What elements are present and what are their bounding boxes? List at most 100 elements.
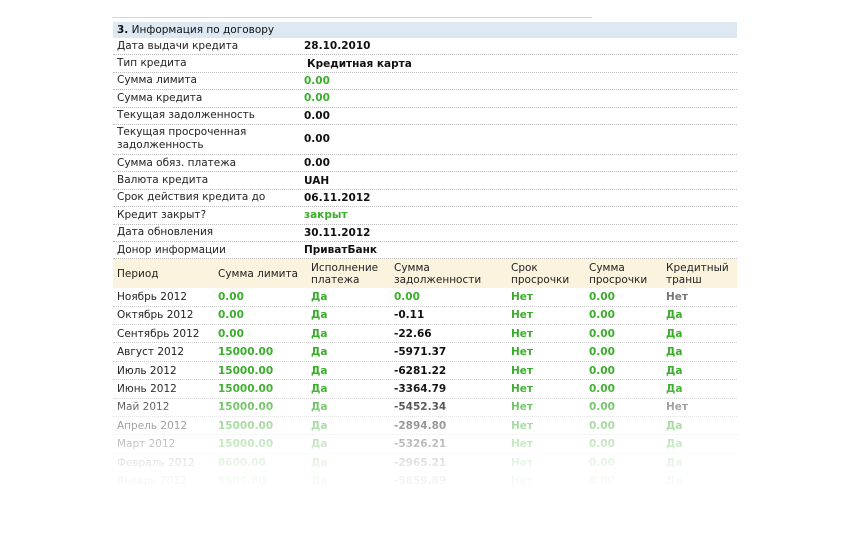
header-limit: Сумма лимита [218,267,298,280]
period-cell: Апрель 2012 [117,419,188,432]
payment-cell: Да [311,474,328,487]
limit-cell: 15000.00 [218,419,274,432]
limit-cell: 15000.00 [218,364,274,377]
period-cell: Январь 2012 [117,474,187,487]
info-label: Текущая задолженность [117,109,255,122]
overdue-sum-cell: 0.00 [589,419,615,432]
tranche-cell: Да [666,382,683,395]
period-cell: Июль 2012 [117,364,177,377]
table-row: Октябрь 2012 0.00 Да -0.11 Нет 0.00 Да [113,307,737,326]
header-tranche: Кредитный транш [666,261,729,286]
info-list: Дата выдачи кредита 28.10.2010 Тип кредита… [113,38,737,260]
table-row: Май 2012 15000.00 Да -5452.34 Нет 0.00 Нет [113,399,737,418]
payment-cell: Да [311,438,328,451]
info-value: закрыт [304,209,348,222]
tranche-cell: Да [666,456,683,469]
info-label: Донор информации [117,243,226,256]
header-payment: Исполнение платежа [311,261,379,286]
limit-cell: 15000.00 [218,382,274,395]
tranche-cell: Да [666,346,683,359]
period-rows: Ноябрь 2012 0.00 Да 0.00 Нет 0.00 Нет Октябрь 2… [113,288,737,491]
period-cell: Август 2012 [117,346,185,359]
info-value: UAH [304,174,330,187]
debt-cell: -5859.89 [394,474,447,487]
info-value: 0.00 [304,109,330,122]
overdue-term-cell: Нет [511,419,533,432]
overdue-sum-cell: 0.00 [589,401,615,414]
table-row: Ноябрь 2012 0.00 Да 0.00 Нет 0.00 Нет [113,288,737,307]
limit-cell: 15000.00 [218,438,274,451]
debt-cell: -5326.21 [394,438,447,451]
overdue-sum-cell: 0.00 [589,309,615,322]
info-value: Кредитная карта [307,57,412,70]
info-row: Сумма обяз. платежа 0.00 [113,155,737,173]
overdue-term-cell: Нет [511,364,533,377]
payment-cell: Да [311,327,328,340]
limit-cell: 0.00 [218,290,244,303]
info-row: Донор информации ПриватБанк [113,242,737,260]
overdue-sum-cell: 0.00 [589,364,615,377]
debt-cell: -0.11 [394,309,425,322]
limit-cell: 8600.00 [218,456,266,469]
limit-cell: 15000.00 [218,346,274,359]
tranche-cell: Нет [666,290,688,303]
limit-cell: 8600.00 [218,474,266,487]
payment-cell: Да [311,346,328,359]
period-cell: Октябрь 2012 [117,309,194,322]
limit-cell: 15000.00 [218,401,274,414]
tranche-cell: Да [666,309,683,322]
overdue-sum-cell: 0.00 [589,327,615,340]
payment-cell: Да [311,290,328,303]
info-value: 06.11.2012 [304,191,371,204]
section-number: 3. [117,24,129,36]
info-value: 0.00 [304,157,330,170]
tranche-cell: Да [666,364,683,377]
info-label: Текущая просроченная задолженность [117,126,247,152]
info-row: Срок действия кредита до 06.11.2012 [113,190,737,208]
payment-cell: Да [311,364,328,377]
debt-cell: 0.00 [394,290,420,303]
overdue-sum-cell: 0.00 [589,346,615,359]
table-row: Август 2012 15000.00 Да -5971.37 Нет 0.00 Да [113,343,737,362]
overdue-term-cell: Нет [511,290,533,303]
table-row: Сентябрь 2012 0.00 Да -22.66 Нет 0.00 Да [113,325,737,344]
info-row: Дата обновления 30.11.2012 [113,225,737,242]
info-value: 0.00 [304,133,330,146]
overdue-sum-cell: 0.00 [589,456,615,469]
info-row: Текущая задолженность 0.00 [113,108,737,125]
overdue-sum-cell: 0.00 [589,382,615,395]
header-debt: Сумма задолженности [394,261,482,286]
period-cell: Июнь 2012 [117,382,177,395]
period-cell: Сентябрь 2012 [117,327,200,340]
period-cell: Ноябрь 2012 [117,290,188,303]
table-row: Июль 2012 15000.00 Да -6281.22 Нет 0.00 Да [113,362,737,381]
debt-cell: -2965.21 [394,456,447,469]
header-overdue-sum: Сумма просрочки [589,261,648,286]
period-table-header: Период Сумма лимита Исполнение платежа С… [113,259,737,289]
overdue-term-cell: Нет [511,438,533,451]
payment-cell: Да [311,382,328,395]
info-label: Кредит закрыт? [117,208,207,221]
table-row: Март 2012 15000.00 Да -5326.21 Нет 0.00 Да [113,435,737,454]
info-label: Срок действия кредита до [117,191,266,204]
info-row: Сумма кредита 0.00 [113,90,737,108]
info-row: Сумма лимита 0.00 [113,73,737,91]
overdue-term-cell: Нет [511,327,533,340]
overdue-term-cell: Нет [511,474,533,487]
info-label: Сумма лимита [117,74,197,87]
debt-cell: -5452.34 [394,401,447,414]
debt-cell: -6281.22 [394,364,447,377]
debt-cell: -22.66 [394,327,432,340]
limit-cell: 0.00 [218,309,244,322]
overdue-term-cell: Нет [511,309,533,322]
payment-cell: Да [311,419,328,432]
info-label: Сумма обяз. платежа [117,156,237,169]
overdue-sum-cell: 0.00 [589,474,615,487]
debt-cell: -3364.79 [394,382,447,395]
payment-cell: Да [311,401,328,414]
limit-cell: 0.00 [218,327,244,340]
info-row: Валюта кредита UAH [113,172,737,190]
info-label: Дата обновления [117,226,214,239]
info-label: Дата выдачи кредита [117,39,239,52]
